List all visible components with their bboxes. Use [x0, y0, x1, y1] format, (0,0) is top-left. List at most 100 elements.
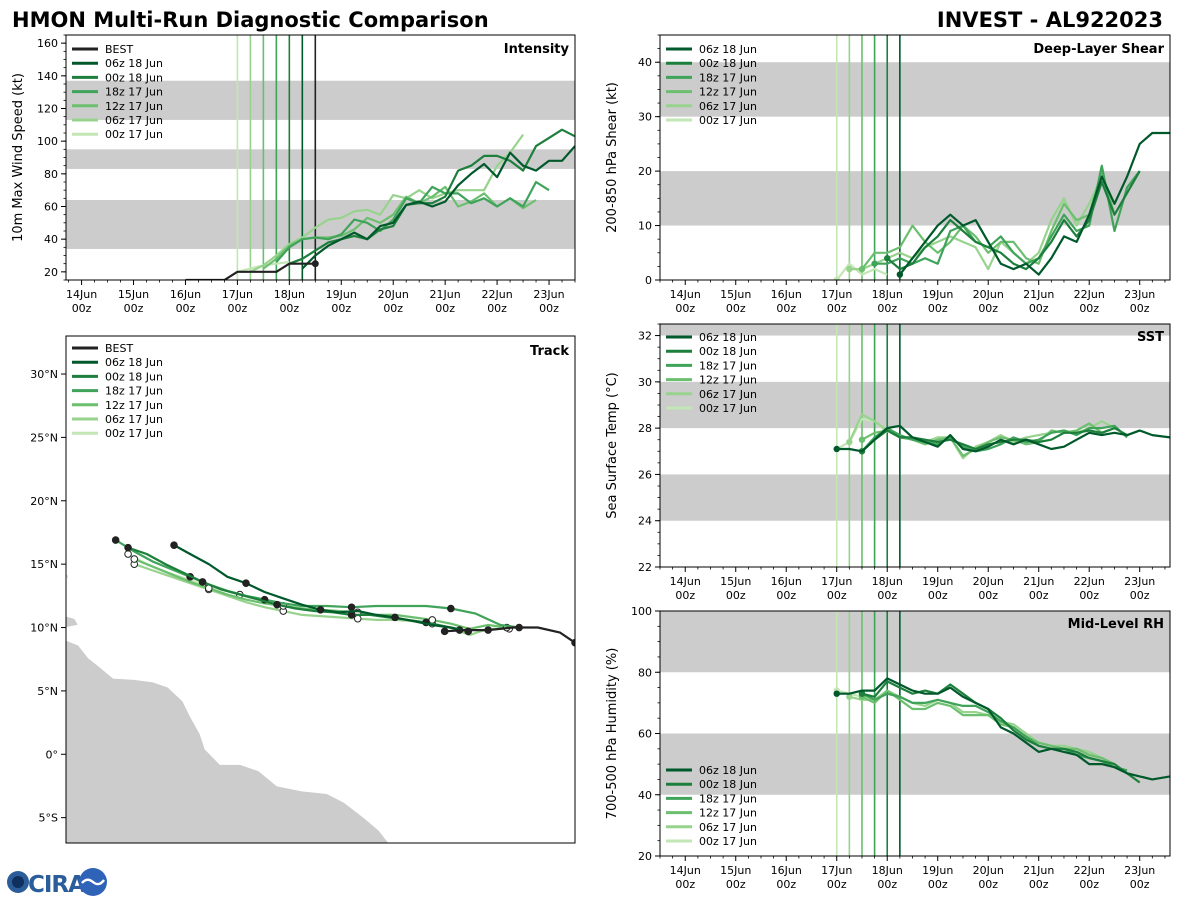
- x-tick-label-line: 23Jun: [1124, 575, 1155, 588]
- threshold-band: [66, 80, 575, 120]
- y-tick-label: 30: [638, 111, 652, 124]
- x-tick-label-line: 00z: [928, 589, 948, 602]
- panel-frame: [659, 323, 1171, 568]
- x-tick-label: 22Jun 00z: [481, 288, 512, 315]
- series-00z-18-jun: [884, 170, 1141, 271]
- legend-label-12z-17-jun: 12z 17 Jun: [105, 100, 163, 113]
- plot-area-track: [66, 536, 575, 843]
- x-tick-label-line: 17Jun: [821, 288, 852, 301]
- x-tick-label-line: 00z: [776, 878, 796, 891]
- x-tick-label-line: 15Jun: [118, 288, 149, 301]
- series-start-point: [833, 445, 840, 453]
- x-tick-label-line: 14Jun: [670, 288, 701, 301]
- series-line-18z-17-jun: [115, 539, 520, 629]
- x-tick-label-line: 19Jun: [922, 575, 953, 588]
- series-line-12z-17-jun: [861, 170, 1116, 270]
- panel-title: Track: [530, 344, 569, 359]
- x-tick-label: 20Jun 00z: [378, 288, 409, 315]
- legend-label-00z-18-jun: 00z 18 Jun: [699, 778, 757, 791]
- x-tick-label-line: 21Jun: [1023, 575, 1054, 588]
- land-mass: [66, 615, 80, 628]
- y-tick-label: 140: [37, 70, 58, 83]
- series-line-06z-18-jun: [301, 145, 575, 270]
- legend-label-18z-17-jun: 18z 17 Jun: [699, 71, 757, 84]
- x-tick-label-line: 14Jun: [670, 575, 701, 588]
- x-tick-label-line: 18Jun: [872, 288, 903, 301]
- x-tick-label-line: 14Jun: [670, 864, 701, 877]
- series-start-point: [871, 260, 878, 267]
- legend-label-06z-17-jun: 06z 17 Jun: [699, 388, 757, 401]
- x-tick-label: 16Jun 00z: [170, 288, 201, 315]
- series-line-06z-18-jun: [836, 424, 1170, 453]
- legend-label-06z-18-jun: 06z 18 Jun: [105, 57, 163, 70]
- x-tick-label-line: 20Jun: [973, 864, 1004, 877]
- legend-label-00z-17-jun: 00z 17 Jun: [105, 128, 163, 141]
- x-tick-label-line: 00z: [726, 878, 746, 891]
- x-tick-label-line: 22Jun: [1074, 864, 1105, 877]
- x-tick-label-line: 00z: [1130, 302, 1150, 315]
- series-line-00z-18-jun: [861, 680, 1141, 784]
- x-tick-label-line: 00z: [827, 878, 847, 891]
- x-tick-label: 16Jun 00z: [771, 575, 802, 602]
- x-tick-label-line: 18Jun: [872, 575, 903, 588]
- series-06z-18-jun: [301, 145, 575, 270]
- y-tick-label: 80: [44, 168, 58, 181]
- x-tick-label: 18Jun 00z: [872, 288, 903, 315]
- x-tick-label-line: 00z: [776, 589, 796, 602]
- x-tick-label: 14Jun 00z: [670, 288, 701, 315]
- x-tick-label: 23Jun 00z: [1124, 288, 1155, 315]
- x-tick-label-line: 00z: [1079, 878, 1099, 891]
- series-line-best: [185, 262, 316, 280]
- y-tick-label: 20: [44, 266, 58, 279]
- x-tick-label-line: 00z: [331, 302, 351, 315]
- series-line-best: [444, 626, 575, 644]
- track-point: [391, 613, 399, 622]
- x-tick-label: 14Jun 00z: [66, 288, 97, 315]
- x-tick-label-line: 00z: [279, 302, 299, 315]
- x-tick-label-line: 00z: [1029, 589, 1049, 602]
- x-tick-label-line: 16Jun: [771, 575, 802, 588]
- track-point: [198, 578, 207, 586]
- x-tick-label-line: 00z: [176, 302, 196, 315]
- threshold-band: [66, 149, 575, 169]
- series-06z-17-jun: [249, 133, 524, 273]
- x-tick-label-line: 00z: [1029, 878, 1049, 891]
- land-mass: [66, 639, 390, 843]
- track-point: [447, 604, 455, 613]
- threshold-band: [660, 62, 1170, 117]
- track-point: [440, 627, 449, 636]
- track-point: [273, 600, 281, 609]
- x-tick-label: 15Jun 00z: [720, 864, 751, 891]
- cira-logo-wave-icon: [81, 878, 105, 886]
- x-tick-label-line: 00z: [1079, 302, 1099, 315]
- x-tick-label-line: 00z: [928, 878, 948, 891]
- x-tick-label: 15Jun 00z: [720, 288, 751, 315]
- y-tick-label: 22: [638, 561, 652, 574]
- x-tick-label: 16Jun 00z: [771, 288, 802, 315]
- series-start-point: [858, 265, 866, 273]
- y-tick-label: 80: [638, 666, 652, 679]
- y-axis-label: 200-850 hPa Shear (kt): [605, 82, 620, 233]
- series-06z-18-jun: [833, 424, 1170, 453]
- x-tick-label-line: 21Jun: [430, 288, 461, 301]
- x-tick-label-line: 00z: [1130, 589, 1150, 602]
- x-tick-label-line: 00z: [1130, 878, 1150, 891]
- x-tick-label-line: 19Jun: [922, 864, 953, 877]
- panel-title: SST: [1137, 330, 1164, 345]
- legend-label-12z-17-jun: 12z 17 Jun: [699, 86, 757, 99]
- x-tick-label-line: 00z: [978, 302, 998, 315]
- x-tick-label: 17Jun 00z: [222, 288, 253, 315]
- series-start-point: [896, 271, 904, 278]
- x-tick-label-line: 17Jun: [222, 288, 253, 301]
- series-start-point: [846, 438, 853, 446]
- y-tick-label: 10: [638, 220, 652, 233]
- x-tick-label: 19Jun 00z: [922, 575, 953, 602]
- y-tick-label: 40: [44, 233, 58, 246]
- legend-label-12z-17-jun: 12z 17 Jun: [699, 374, 757, 387]
- series-12z-17-jun: [858, 170, 1116, 273]
- y-tick-label: 30°N: [30, 368, 58, 381]
